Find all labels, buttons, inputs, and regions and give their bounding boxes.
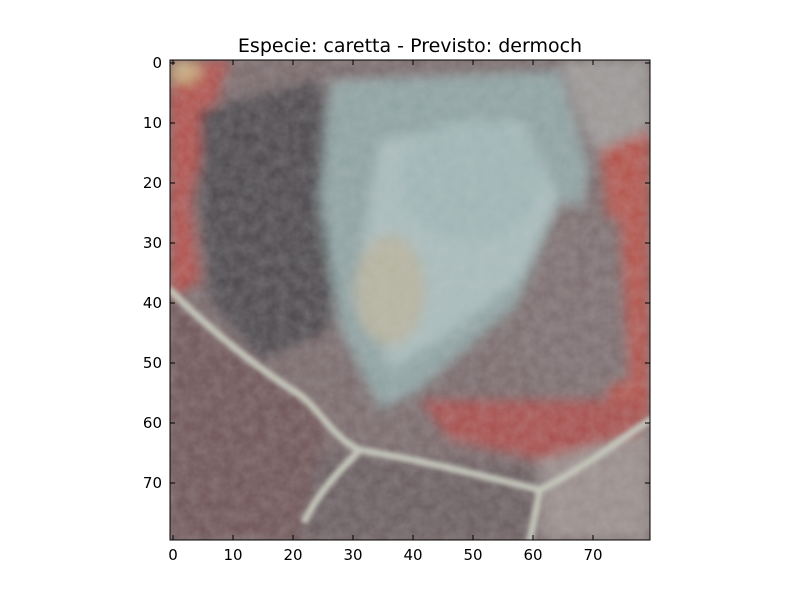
axis-ticks: [170, 60, 650, 540]
y-tick-label: 70: [143, 474, 162, 492]
y-tick-label: 60: [143, 414, 162, 432]
chart-title: Especie: caretta - Previsto: dermoch: [238, 35, 582, 57]
y-tick-label: 0: [152, 54, 162, 72]
x-tick-label: 30: [343, 546, 362, 564]
y-tick-label: 40: [143, 294, 162, 312]
turtle-photo: [170, 60, 650, 540]
x-tick-label: 20: [283, 546, 302, 564]
x-tick-labels: 0 10 20 30 40 50 60 70: [168, 546, 602, 564]
y-tick-labels: 0 10 20 30 40 50 60 70: [143, 54, 162, 492]
x-tick-label: 60: [523, 546, 542, 564]
x-tick-label: 0: [168, 546, 178, 564]
x-tick-label: 40: [403, 546, 422, 564]
x-tick-label: 70: [583, 546, 602, 564]
y-tick-label: 10: [143, 114, 162, 132]
y-tick-label: 50: [143, 354, 162, 372]
x-tick-label: 10: [223, 546, 242, 564]
y-tick-label: 20: [143, 174, 162, 192]
y-tick-label: 30: [143, 234, 162, 252]
x-tick-label: 50: [463, 546, 482, 564]
axes-frame: [169, 59, 651, 541]
